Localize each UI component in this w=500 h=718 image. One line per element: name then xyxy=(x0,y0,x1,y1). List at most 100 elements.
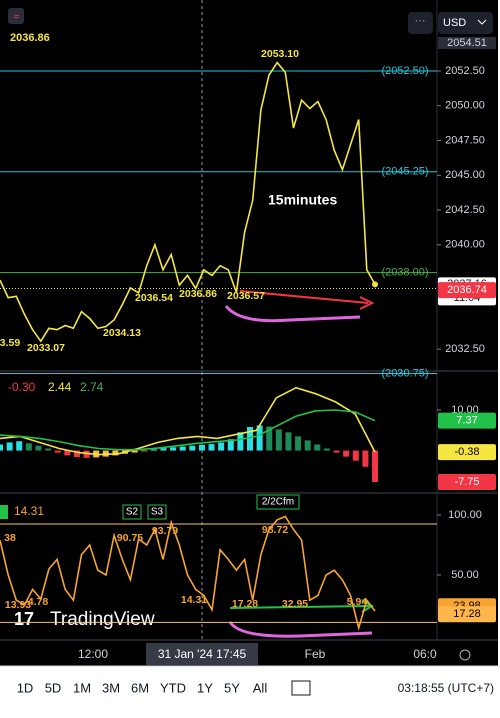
histogram-bar xyxy=(295,436,302,451)
x-tick-label: 12:00 xyxy=(78,647,108,661)
red-arrow xyxy=(239,290,369,304)
range-button[interactable]: 5Y xyxy=(224,680,240,695)
legend-value: 2.44 xyxy=(48,380,72,394)
pink-curve xyxy=(228,621,373,638)
level-label: (2038.00) xyxy=(381,267,428,279)
point-label: 3.59 xyxy=(0,337,20,349)
range-button[interactable]: YTD xyxy=(160,680,186,695)
price-box-label: -7.75 xyxy=(454,476,479,488)
reference-label: 2036.86 xyxy=(10,32,50,44)
range-button[interactable]: 3M xyxy=(102,680,120,695)
point-label: 93.79 xyxy=(152,525,178,537)
point-label: 2053.10 xyxy=(261,48,299,60)
signal-tag xyxy=(147,504,167,520)
logo-icon: ≈ xyxy=(13,11,19,23)
price-box-label: 2036.74 xyxy=(447,284,487,296)
currency: USD xyxy=(443,17,466,29)
signal-tag-label: S3 xyxy=(151,507,164,518)
point-label: 32.95 xyxy=(282,598,308,610)
histogram-bar xyxy=(112,450,119,456)
histogram-bar xyxy=(64,450,71,456)
range-button[interactable]: 5D xyxy=(45,680,62,695)
point-label: 2036.54 xyxy=(135,292,173,304)
y-tick-label: 50.00 xyxy=(451,569,479,581)
histogram-bar xyxy=(256,425,263,451)
y-tick-label: 2045.00 xyxy=(445,169,485,181)
watermark: 17 TradingView xyxy=(14,609,155,630)
chart-background xyxy=(0,0,498,666)
histogram-bar xyxy=(304,440,311,451)
y-tick-label: 2042.50 xyxy=(445,204,485,216)
point-label: 2036.86 xyxy=(179,288,217,300)
histogram-bar xyxy=(170,447,177,451)
histogram-bar xyxy=(16,441,23,451)
histogram-bar xyxy=(141,450,148,452)
histogram-bar xyxy=(25,443,32,451)
settings-icon[interactable] xyxy=(459,649,471,661)
y-tick-label: 2052.50 xyxy=(445,65,485,77)
histogram-bar xyxy=(333,450,340,453)
price-box-label: -0.38 xyxy=(454,446,479,458)
signal-tag-label: S2 xyxy=(126,507,139,518)
legend-box xyxy=(0,505,8,519)
histogram-bar xyxy=(285,432,292,451)
level-label: (2052.50) xyxy=(381,65,428,77)
y-tick-label: 100.00 xyxy=(448,509,482,521)
high-label: 2054.51 xyxy=(447,37,487,49)
y-tick-label: 2050.00 xyxy=(445,100,485,112)
point-label: 2036.57 xyxy=(227,290,265,302)
histogram-bar xyxy=(343,450,350,457)
x-tick-label: 06:0 xyxy=(413,647,437,661)
point-label: 90.75 xyxy=(117,532,143,544)
level-label: (2030.75) xyxy=(381,367,428,379)
crosshair-label: 31 Jan '24 17:45 xyxy=(158,647,247,661)
currency-button[interactable] xyxy=(438,12,493,34)
macd-line xyxy=(0,409,376,451)
point-label: 14.31 xyxy=(181,594,207,606)
histogram-bar xyxy=(54,450,61,453)
date-range-icon[interactable] xyxy=(291,680,311,696)
histogram-bar xyxy=(352,450,359,461)
point-label: 2034.13 xyxy=(103,327,141,339)
histogram-bar xyxy=(150,449,157,451)
green-arrow xyxy=(229,605,371,609)
y-tick-label: 2047.50 xyxy=(445,134,485,146)
clock: 03:18:55 (UTC+7) xyxy=(398,681,494,695)
menu-button[interactable] xyxy=(408,12,433,34)
range-button[interactable]: 1Y xyxy=(197,680,213,695)
histogram-bar xyxy=(247,427,253,451)
price-box xyxy=(438,473,496,490)
range-button[interactable]: All xyxy=(253,680,268,695)
pink-curve xyxy=(224,304,361,323)
logo[interactable] xyxy=(8,8,24,24)
point-label: 5.94 xyxy=(347,596,368,608)
point-label: 98.72 xyxy=(262,524,288,536)
signal-tag xyxy=(256,494,300,510)
histogram-bar xyxy=(266,426,273,451)
price-line xyxy=(0,61,376,343)
last-dot xyxy=(372,281,378,288)
histogram-bar xyxy=(131,450,138,453)
toolbar-background xyxy=(0,666,500,713)
histogram-bar xyxy=(372,450,378,482)
high-box xyxy=(438,36,496,49)
price-box-label: 17.28 xyxy=(453,608,481,620)
histogram-bar xyxy=(275,429,282,451)
range-button[interactable]: 1D xyxy=(17,680,34,695)
histogram-bar xyxy=(208,444,215,451)
watermark-text: TradingView xyxy=(50,609,155,630)
watermark-logo: 17 xyxy=(14,609,34,629)
legend-value: 14.31 xyxy=(14,504,44,518)
range-button[interactable]: 6M xyxy=(131,680,149,695)
point-label: 13.93 xyxy=(5,599,31,611)
point-label: 17.28 xyxy=(232,598,258,610)
histogram-bar xyxy=(227,439,234,451)
price-box xyxy=(438,412,496,429)
point-label: 4.78 xyxy=(28,596,49,608)
histogram-bar xyxy=(0,444,3,451)
histogram-bar xyxy=(73,450,80,458)
range-button[interactable]: 1M xyxy=(73,680,91,695)
price-box xyxy=(438,606,496,623)
histogram-bar xyxy=(218,442,225,451)
